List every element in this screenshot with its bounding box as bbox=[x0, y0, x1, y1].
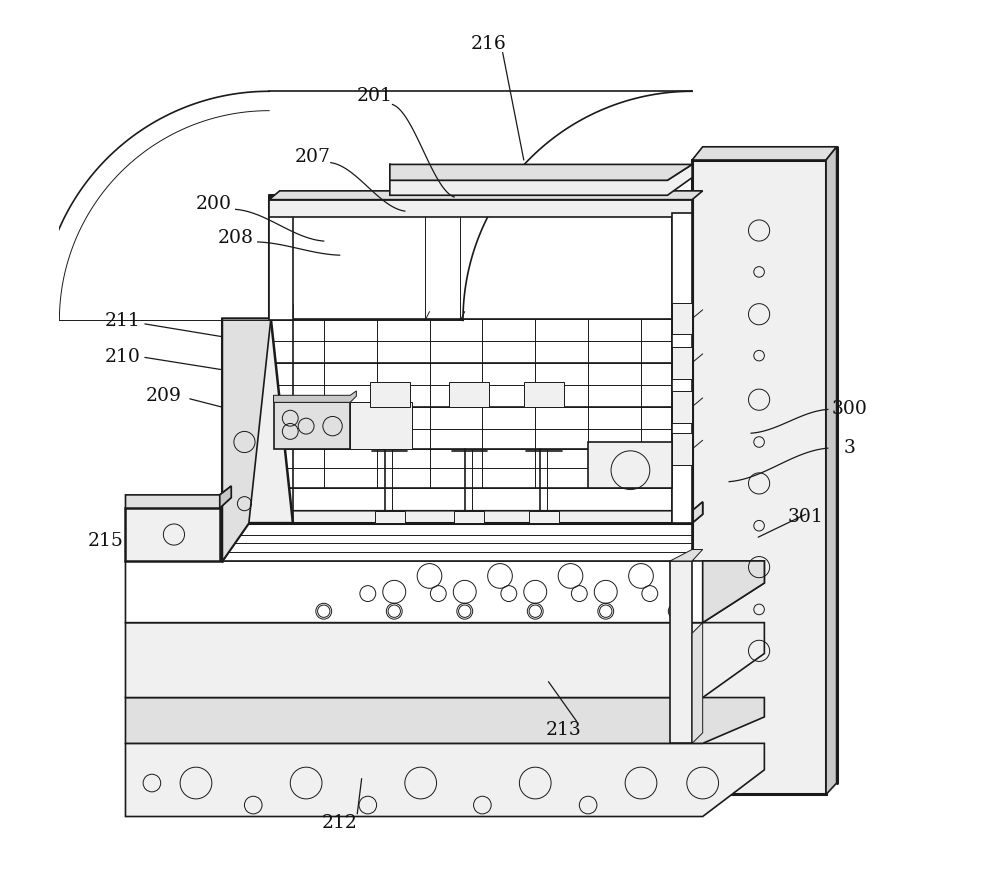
Polygon shape bbox=[672, 391, 692, 423]
Polygon shape bbox=[370, 382, 410, 407]
Polygon shape bbox=[672, 433, 692, 465]
Polygon shape bbox=[672, 302, 692, 334]
Polygon shape bbox=[269, 213, 293, 320]
Polygon shape bbox=[274, 391, 356, 402]
Text: 301: 301 bbox=[788, 508, 824, 526]
Polygon shape bbox=[222, 318, 293, 561]
Text: 216: 216 bbox=[471, 34, 506, 53]
Text: 200: 200 bbox=[196, 195, 232, 213]
Text: 210: 210 bbox=[105, 347, 141, 365]
Text: 300: 300 bbox=[832, 400, 868, 418]
Polygon shape bbox=[692, 502, 703, 523]
Polygon shape bbox=[274, 402, 350, 449]
Text: 207: 207 bbox=[295, 149, 331, 166]
Text: 208: 208 bbox=[218, 229, 254, 247]
Polygon shape bbox=[125, 561, 764, 622]
Polygon shape bbox=[670, 561, 692, 743]
Polygon shape bbox=[692, 147, 837, 160]
Polygon shape bbox=[375, 511, 405, 523]
Polygon shape bbox=[703, 561, 764, 622]
Polygon shape bbox=[529, 511, 559, 523]
Polygon shape bbox=[125, 486, 231, 508]
Text: 211: 211 bbox=[105, 312, 141, 331]
Polygon shape bbox=[222, 318, 271, 561]
Text: 209: 209 bbox=[145, 387, 181, 405]
Polygon shape bbox=[350, 402, 412, 449]
Polygon shape bbox=[692, 622, 703, 743]
Polygon shape bbox=[125, 508, 220, 561]
Polygon shape bbox=[692, 160, 826, 795]
Polygon shape bbox=[670, 550, 703, 561]
Polygon shape bbox=[269, 200, 692, 217]
Polygon shape bbox=[390, 164, 692, 180]
Text: 215: 215 bbox=[88, 531, 124, 550]
Text: 3: 3 bbox=[844, 439, 856, 457]
Polygon shape bbox=[125, 697, 764, 743]
Text: 201: 201 bbox=[357, 87, 393, 104]
Polygon shape bbox=[222, 523, 692, 561]
Polygon shape bbox=[269, 204, 299, 213]
Polygon shape bbox=[826, 147, 837, 795]
Polygon shape bbox=[269, 191, 703, 200]
Polygon shape bbox=[672, 347, 692, 378]
Polygon shape bbox=[390, 164, 692, 195]
Polygon shape bbox=[222, 502, 703, 523]
Polygon shape bbox=[125, 622, 764, 697]
Text: 213: 213 bbox=[546, 721, 581, 739]
Polygon shape bbox=[524, 382, 564, 407]
Text: 212: 212 bbox=[322, 813, 358, 832]
Polygon shape bbox=[454, 511, 484, 523]
Polygon shape bbox=[672, 213, 692, 523]
Polygon shape bbox=[672, 213, 692, 523]
Polygon shape bbox=[125, 743, 764, 817]
Polygon shape bbox=[220, 486, 231, 508]
Polygon shape bbox=[449, 382, 489, 407]
Polygon shape bbox=[588, 442, 672, 488]
